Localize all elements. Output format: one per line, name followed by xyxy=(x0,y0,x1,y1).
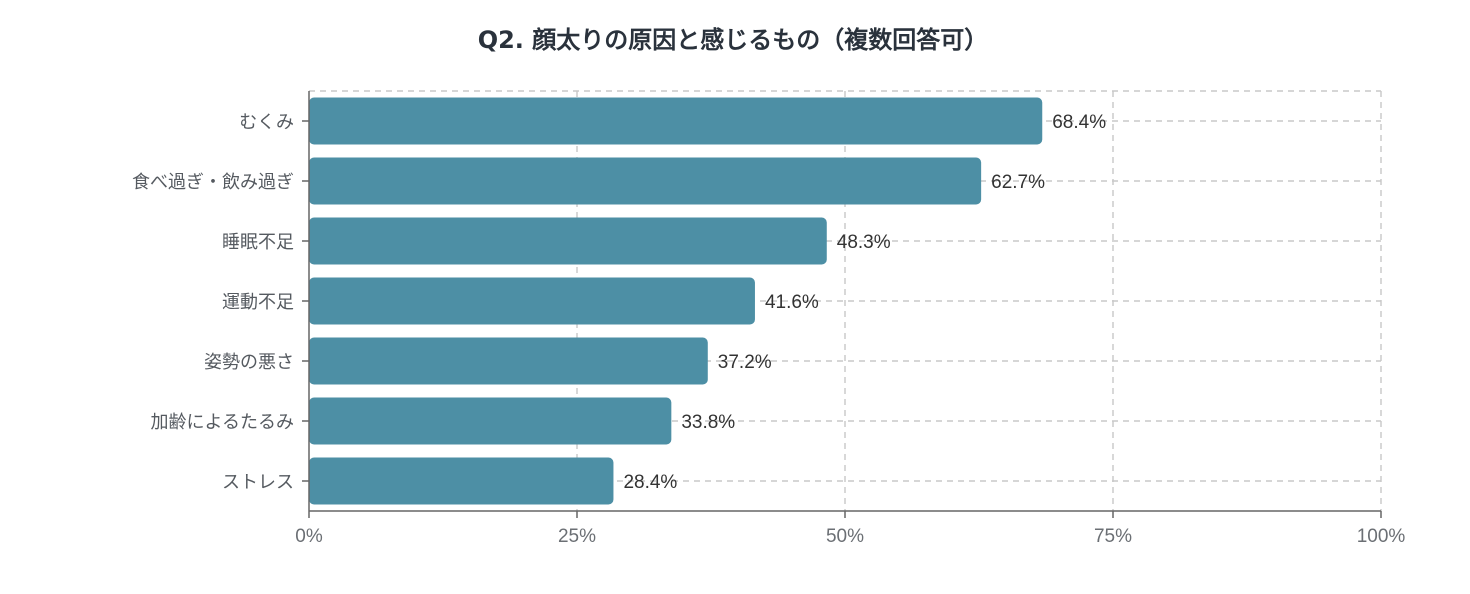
value-label-4: 37.2% xyxy=(718,352,772,373)
value-label-2: 48.3% xyxy=(837,232,891,253)
category-label-2: 睡眠不足 xyxy=(222,232,294,253)
bar-0 xyxy=(309,97,1043,145)
bars xyxy=(309,97,1043,505)
value-label-0: 68.4% xyxy=(1052,112,1106,133)
x-tick-label-0: 0% xyxy=(295,526,323,547)
category-label-6: ストレス xyxy=(222,472,294,493)
bar-5 xyxy=(309,397,672,445)
x-tick-label-2: 50% xyxy=(826,526,864,547)
bar-3 xyxy=(309,277,755,325)
bar-6 xyxy=(309,457,614,505)
category-label-3: 運動不足 xyxy=(222,292,294,313)
bar-1 xyxy=(309,157,982,205)
category-label-5: 加齢によるたるみ xyxy=(151,412,294,433)
category-label-1: 食べ過ぎ・飲み過ぎ xyxy=(132,172,294,193)
value-label-6: 28.4% xyxy=(623,472,677,493)
chart-title: Q2. 顔太りの原因と感じるもの（複数回答可） xyxy=(478,26,989,54)
bar-2 xyxy=(309,217,827,265)
category-label-4: 姿勢の悪さ xyxy=(204,352,294,373)
bar-4 xyxy=(309,337,708,385)
value-label-5: 33.8% xyxy=(681,412,735,433)
value-label-1: 62.7% xyxy=(991,172,1045,193)
x-tick-label-4: 100% xyxy=(1357,526,1406,547)
x-tick-label-1: 25% xyxy=(558,526,596,547)
x-tick-label-3: 75% xyxy=(1094,526,1132,547)
axes xyxy=(302,91,1382,518)
category-label-0: むくみ xyxy=(239,112,294,133)
value-label-3: 41.6% xyxy=(765,292,819,313)
